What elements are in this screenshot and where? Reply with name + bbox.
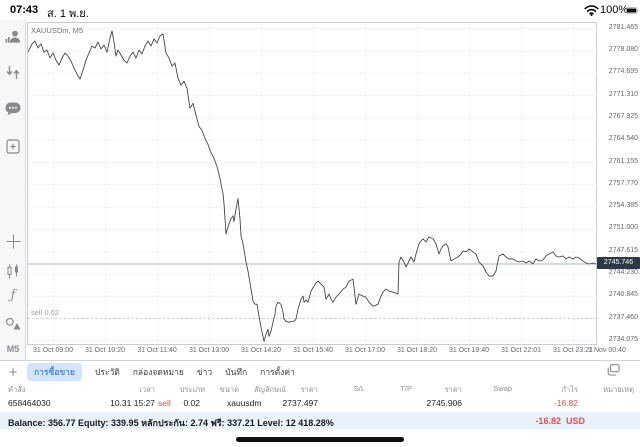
chart-symbol-label: XAUUSDm, M5: [31, 26, 84, 35]
total-profit-currency: USD: [565, 416, 585, 426]
tab-journal[interactable]: บันทึก: [225, 367, 248, 377]
wifi-icon: [584, 5, 599, 16]
indicators-icon[interactable]: ƒ: [10, 288, 16, 303]
cell-symbol: xauusdm: [227, 398, 262, 408]
crosshair-icon[interactable]: [0, 234, 26, 249]
time-axis: 31 Oct 09:00 31 Oct 10:20 31 Oct 11:40 31 O…: [0, 347, 640, 358]
price-tick-label: 2737.460: [608, 313, 638, 321]
cell-order: 658464030: [8, 398, 51, 408]
tab-trade[interactable]: การซื้อขาย: [27, 363, 82, 381]
time-tick-label: 31 Oct 14:20: [240, 347, 282, 354]
time-tick-label: 31 Oct 13:00: [188, 347, 230, 354]
windows-cascade-icon[interactable]: [606, 364, 620, 376]
col-time: เวลา: [139, 385, 155, 394]
new-order-icon[interactable]: [0, 139, 26, 154]
price-tick-label: 2740.845: [608, 291, 638, 299]
tab-mailbox[interactable]: กล่องจดหมาย: [132, 367, 184, 377]
col-price: ราคา: [444, 385, 462, 394]
time-tick-label: 31 Oct 15:40: [292, 347, 334, 354]
sell-position-label: sell 0.02: [31, 308, 59, 317]
chart-canvas: [28, 23, 598, 346]
cell-type: sell: [158, 398, 171, 408]
battery-percent: 100%: [600, 4, 629, 16]
price-chart[interactable]: XAUUSDm, M5 sell 0.02: [27, 22, 598, 346]
tab-bar: การซื้อขาย ประวัติ กล่องจดหมาย ข่าว บันท…: [27, 363, 295, 381]
chat-icon[interactable]: [0, 102, 26, 116]
total-profit-value: -16.82: [535, 416, 561, 426]
price-line: [28, 30, 597, 342]
tab-history[interactable]: ประวัติ: [94, 367, 120, 377]
time-tick-label: 31 Oct 19:40: [448, 347, 490, 354]
price-tick-label: 2778.080: [608, 46, 638, 53]
price-tick-label: 2744.230: [608, 269, 638, 276]
time-tick-label: 31 Oct 09:00: [32, 347, 74, 354]
col-volume: ขนาด: [219, 385, 239, 394]
time-tick-label: 31 Oct 11:40: [137, 347, 177, 354]
tab-news[interactable]: ข่าว: [196, 367, 213, 377]
price-tick-label: 2734.075: [608, 335, 638, 343]
price-tick-label: 2771.310: [608, 90, 638, 98]
col-comment: หมายเหตุ: [603, 385, 634, 394]
timeframe-button[interactable]: M5: [6, 344, 20, 354]
price-tick-label: 2764.540: [608, 135, 638, 143]
account-summary-bar: Balance: 356.77 Equity: 339.95 หลักประกั…: [0, 412, 640, 429]
status-bar: 07:43 ส. 1 พ.ย. 100%: [0, 0, 640, 20]
col-tp: T/P: [400, 384, 412, 393]
account-icon[interactable]: [0, 29, 26, 45]
left-toolbar: ƒ M5: [0, 20, 26, 360]
balance-summary: Balance: 356.77 Equity: 339.95 หลักประกั…: [8, 418, 334, 428]
price-tick-label: 2751.000: [608, 224, 638, 232]
cell-volume: 0.02: [183, 398, 200, 408]
cell-time: 10.31 15:27: [110, 398, 155, 408]
clock: 07:43: [10, 4, 39, 16]
time-tick-label: 31 Oct 10:20: [84, 347, 126, 354]
objects-icon[interactable]: [0, 317, 26, 330]
time-tick-label: 31 Oct 23:21: [552, 347, 594, 354]
cell-price: 2745.906: [426, 398, 462, 408]
new-order-plus-button[interactable]: +: [8, 364, 18, 381]
cell-profit: -16.82: [553, 398, 578, 408]
col-symbol: สัญลักษณ์: [253, 385, 286, 394]
current-price-badge: 2745.746: [597, 257, 640, 269]
col-profit: กำไร: [561, 385, 578, 394]
trade-panel: + การซื้อขาย ประวัติ กล่องจดหมาย ข่าว บั…: [0, 360, 640, 447]
price-tick-label: 2757.770: [608, 179, 638, 187]
home-indicator[interactable]: [236, 437, 404, 442]
price-tick-label: 2781.465: [608, 23, 638, 31]
battery-icon: [626, 5, 639, 16]
time-tick-label: 31 Oct 18:20: [396, 347, 438, 354]
price-axis: 2745.746 2781.465 2778.080 2774.695 2771.31…: [597, 22, 640, 345]
tab-settings[interactable]: การตั้งค่า: [260, 367, 295, 377]
col-order: คำสั่ง: [8, 385, 26, 394]
total-profit: -16.82 USD: [535, 416, 585, 426]
col-open-price: ราคา: [300, 385, 318, 394]
chart-type-icon[interactable]: [0, 264, 26, 279]
trade-arrows-icon[interactable]: [0, 65, 26, 80]
price-tick-label: 2774.695: [608, 68, 638, 76]
time-tick-label: 31 Oct 22:01: [500, 347, 542, 354]
col-type: ประเภท: [179, 385, 205, 394]
col-sl: S/L: [353, 384, 365, 393]
time-tick-label: 1 Nov 00:40: [588, 347, 626, 354]
price-tick-label: 2754.385: [608, 202, 638, 210]
col-swap: Swap: [493, 384, 512, 393]
status-date: ส. 1 พ.ย.: [47, 8, 89, 20]
time-tick-label: 31 Oct 17:00: [344, 347, 386, 354]
price-tick-label: 2761.155: [608, 157, 638, 165]
price-tick-label: 2767.925: [608, 112, 638, 120]
cell-open-price: 2737.497: [282, 398, 318, 408]
price-tick-label: 2747.615: [608, 246, 638, 254]
